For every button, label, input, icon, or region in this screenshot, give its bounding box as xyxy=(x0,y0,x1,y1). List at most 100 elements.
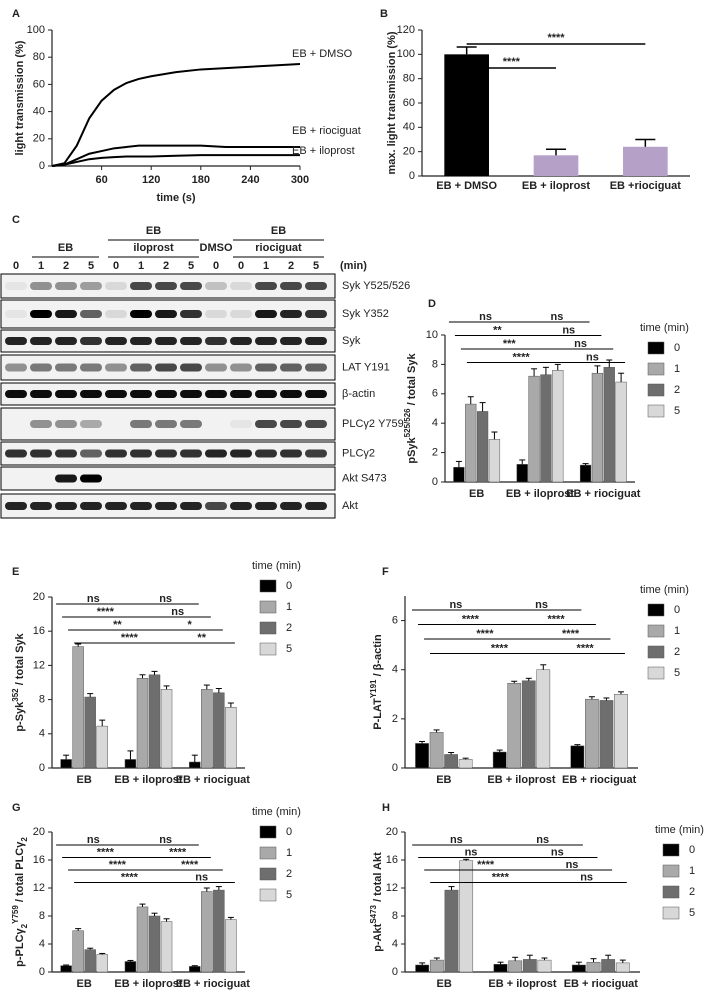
y-tick-label: 40 xyxy=(403,121,415,133)
blot-band xyxy=(255,502,277,510)
bar xyxy=(536,669,551,769)
x-tick-label: EB + riociguat xyxy=(562,774,637,786)
y-axis-label: max. light transmission (%) xyxy=(386,31,398,174)
row-label: LAT Y191 xyxy=(342,361,390,373)
line xyxy=(51,144,300,167)
blot-band xyxy=(155,390,177,398)
lane-label: 0 xyxy=(13,260,19,272)
line-label: EB + iloprost xyxy=(292,145,355,157)
x-tick-label: 120 xyxy=(142,174,160,186)
x-tick-label: EB xyxy=(469,488,484,500)
panel-letter: D xyxy=(428,298,436,310)
y-tick-label: 4 xyxy=(392,938,398,950)
y-tick-label: 20 xyxy=(33,591,45,603)
blot-band xyxy=(180,282,202,290)
x-tick-label: EB xyxy=(77,774,92,786)
blot-band xyxy=(230,420,252,428)
blot-band xyxy=(80,474,102,483)
y-axis-label: p-Syk352 / total Syk xyxy=(11,632,26,731)
bar xyxy=(84,949,96,973)
x-tick-label: EB xyxy=(437,978,452,990)
lane-label: 1 xyxy=(38,260,44,272)
x-tick-label: EB xyxy=(436,774,451,786)
significance-label: ns xyxy=(562,324,575,336)
y-axis-label-part: / total Syk xyxy=(406,353,418,409)
lane-label: 5 xyxy=(313,260,319,272)
significance-label: **** xyxy=(513,351,531,363)
significance-label: **** xyxy=(562,628,580,640)
y-tick-label: 2 xyxy=(432,447,438,459)
blot-band xyxy=(55,282,77,290)
bar xyxy=(225,707,237,769)
blot-band xyxy=(80,363,102,372)
legend-swatch xyxy=(647,624,665,638)
blot-band xyxy=(280,449,302,458)
y-tick-label: 8 xyxy=(39,694,45,706)
significance-label: **** xyxy=(476,628,494,640)
y-axis-label-part: S473 xyxy=(369,904,378,923)
group-label: DMSO xyxy=(200,242,233,254)
bar xyxy=(213,889,225,973)
significance-label: **** xyxy=(109,859,127,871)
legend-label: 2 xyxy=(286,622,292,634)
blot-band xyxy=(180,337,202,345)
bar xyxy=(136,677,149,769)
significance-label: **** xyxy=(97,606,115,618)
lane-label: 0 xyxy=(113,260,119,272)
y-tick-label: 4 xyxy=(432,417,438,429)
y-tick-label: 8 xyxy=(392,910,398,922)
x-tick-label: 300 xyxy=(291,174,309,186)
blot-band xyxy=(30,282,52,290)
blot-band xyxy=(80,337,102,345)
significance-label: ** xyxy=(113,619,122,631)
blot-band xyxy=(130,363,152,372)
blot-band xyxy=(305,502,327,510)
blot-band xyxy=(130,337,152,345)
panel-letter: A xyxy=(12,8,20,20)
blot-band xyxy=(105,310,127,318)
row-label: PLCγ2 Y759 xyxy=(342,418,404,430)
legend-title: time (min) xyxy=(640,322,689,334)
bar xyxy=(623,146,668,176)
group-label: EB xyxy=(58,242,73,254)
y-tick-label: 60 xyxy=(403,97,415,109)
blot-band xyxy=(130,390,152,398)
bar xyxy=(522,959,537,973)
y-axis-label-part: / total Syk xyxy=(14,632,26,688)
y-tick-label: 20 xyxy=(33,133,45,145)
y-tick-label: 12 xyxy=(386,882,398,894)
legend-swatch xyxy=(259,846,277,860)
blot-band xyxy=(5,282,27,290)
legend-label: 2 xyxy=(674,384,680,396)
row-label: Akt S473 xyxy=(342,472,387,484)
blot-band xyxy=(230,282,252,290)
blot-band xyxy=(30,449,52,458)
bar xyxy=(72,646,84,769)
significance-label: *** xyxy=(503,338,517,350)
blot-band xyxy=(280,363,302,372)
y-tick-label: 12 xyxy=(33,659,45,671)
panel-letter: G xyxy=(12,802,21,814)
blot-band xyxy=(80,502,102,510)
lane-label: 1 xyxy=(138,260,144,272)
y-axis-label-part: 2 xyxy=(20,837,29,842)
significance-label: **** xyxy=(121,632,139,644)
blot-band xyxy=(55,363,77,372)
significance-label: ns xyxy=(87,834,100,846)
blot-band xyxy=(180,502,202,510)
x-tick-label: EB + iloprost xyxy=(114,978,182,990)
significance-label: **** xyxy=(181,859,199,871)
blot-band xyxy=(280,390,302,398)
y-tick-label: 12 xyxy=(33,882,45,894)
y-tick-label: 0 xyxy=(409,170,415,182)
legend-label: 2 xyxy=(286,868,292,880)
significance-label: ns xyxy=(574,338,587,350)
x-tick-label: EB +riociguat xyxy=(610,180,682,192)
bar xyxy=(213,692,225,769)
y-tick-label: 60 xyxy=(33,78,45,90)
blot-band xyxy=(255,390,277,398)
blot-band xyxy=(280,282,302,290)
blot-band xyxy=(255,310,277,318)
blot-band xyxy=(130,282,152,290)
significance-label: ns xyxy=(580,871,593,883)
